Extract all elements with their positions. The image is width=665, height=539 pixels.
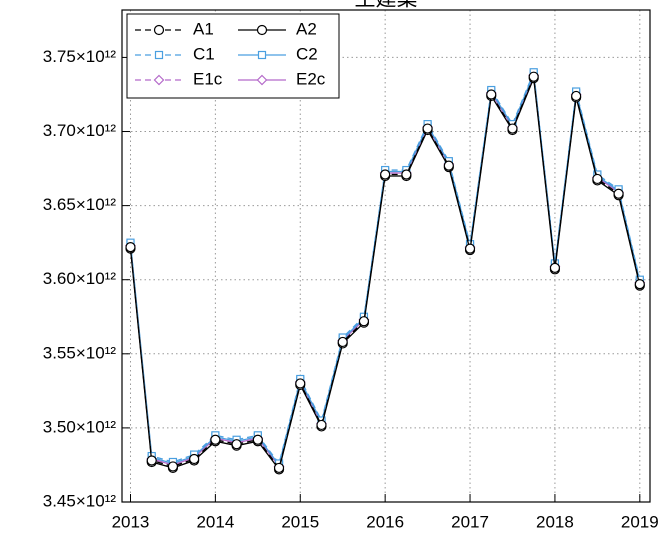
marker	[189, 453, 200, 465]
marker	[486, 89, 497, 100]
marker	[167, 461, 179, 472]
x-tick-label: 2016	[366, 512, 404, 531]
marker	[154, 50, 164, 60]
marker	[337, 336, 348, 348]
series	[125, 73, 645, 475]
legend-label: E1c	[193, 69, 223, 88]
y-tick-label: 3.55×10¹²	[43, 343, 117, 362]
marker	[257, 50, 267, 60]
series	[125, 71, 645, 474]
marker	[252, 434, 263, 445]
series	[126, 69, 644, 470]
marker	[358, 316, 370, 327]
x-tick-label: 2019	[621, 512, 659, 531]
legend-label: E2c	[296, 69, 326, 88]
marker	[549, 262, 561, 273]
legend-label: C2	[296, 44, 318, 63]
marker	[146, 455, 157, 466]
legend-label: A1	[193, 19, 214, 38]
chart-title: 土建業	[355, 0, 418, 11]
marker	[273, 462, 285, 474]
y-tick-label: 3.75×10¹²	[43, 47, 117, 66]
marker	[592, 173, 603, 185]
marker	[507, 123, 518, 134]
line	[129, 74, 641, 468]
marker	[295, 378, 306, 389]
marker	[443, 160, 454, 171]
y-tick-label: 3.50×10¹²	[43, 417, 117, 436]
marker	[634, 279, 645, 290]
marker	[380, 169, 391, 180]
y-tick-label: 3.65×10¹²	[43, 195, 117, 214]
legend-label: C1	[193, 44, 215, 63]
y-tick-label: 3.70×10¹²	[43, 121, 117, 140]
x-tick-label: 2015	[281, 512, 319, 531]
marker	[571, 90, 582, 102]
y-tick-label: 3.60×10¹²	[43, 269, 117, 288]
marker	[256, 74, 268, 86]
x-tick-label: 2013	[112, 512, 150, 531]
marker	[153, 24, 165, 36]
marker	[528, 71, 539, 82]
x-tick-label: 2017	[451, 512, 489, 531]
marker	[401, 169, 412, 180]
y-tick-label: 3.45×10¹²	[43, 491, 117, 510]
legend-label: A2	[296, 19, 317, 38]
line	[129, 74, 641, 468]
marker	[210, 434, 221, 445]
marker	[464, 243, 476, 254]
plot-frame	[121, 9, 651, 503]
marker	[256, 24, 268, 36]
marker	[153, 74, 165, 86]
marker	[613, 188, 624, 199]
x-tick-label: 2018	[536, 512, 574, 531]
marker	[422, 123, 433, 134]
marker	[125, 242, 136, 253]
marker	[231, 439, 242, 450]
marker	[316, 419, 327, 431]
x-tick-label: 2014	[196, 512, 234, 531]
